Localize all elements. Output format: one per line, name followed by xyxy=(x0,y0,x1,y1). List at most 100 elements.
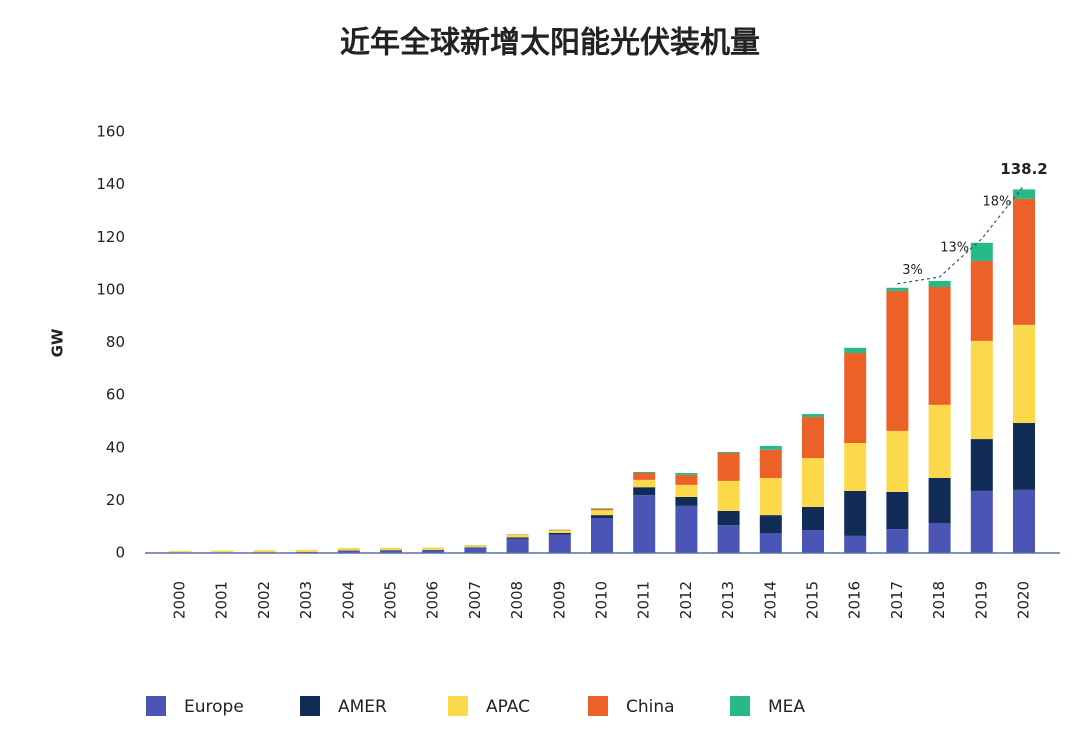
bar-segment xyxy=(253,550,275,552)
bar-segment xyxy=(549,535,571,553)
x-tick-label: 2007 xyxy=(466,581,484,619)
legend-swatch xyxy=(300,696,320,716)
bar-segment xyxy=(591,508,613,509)
x-tick-label: 2011 xyxy=(635,581,653,619)
bar-segment xyxy=(971,439,993,491)
annotation: 13% xyxy=(940,240,969,255)
x-tick-label: 2005 xyxy=(382,581,400,619)
bar-segment xyxy=(422,547,444,549)
bar-segment xyxy=(886,288,908,291)
bar-segment xyxy=(844,443,866,491)
y-tick-label: 160 xyxy=(96,123,125,141)
bar-segment xyxy=(802,507,824,530)
x-tick-label: 2016 xyxy=(846,581,864,619)
bar-segment xyxy=(507,539,529,553)
bar-segment xyxy=(760,515,782,533)
bar-segment xyxy=(802,530,824,553)
bar-segment xyxy=(338,548,360,550)
bar-segment xyxy=(675,506,697,553)
x-tick-label: 2009 xyxy=(550,581,568,619)
bar-segment xyxy=(211,551,233,553)
legend-swatch xyxy=(448,696,468,716)
bar-segment xyxy=(718,452,740,453)
legend-swatch xyxy=(588,696,608,716)
x-tick-label: 2006 xyxy=(424,581,442,619)
x-tick-label: 2000 xyxy=(171,581,189,619)
bar-segment xyxy=(929,281,951,287)
bar-segment xyxy=(549,530,571,533)
x-tick-label: 2012 xyxy=(677,581,695,619)
y-tick-label: 60 xyxy=(106,386,125,404)
bar-segment xyxy=(971,491,993,553)
y-tick-label: 20 xyxy=(106,491,125,509)
x-tick-label: 2008 xyxy=(508,581,526,619)
annotation: 138.2 xyxy=(1000,160,1047,178)
x-tick-label: 2002 xyxy=(255,581,273,619)
bar-segment xyxy=(760,533,782,553)
legend-swatch xyxy=(146,696,166,716)
bar-segment xyxy=(591,509,613,510)
bar-segment xyxy=(549,530,571,531)
bar-segment xyxy=(675,475,697,485)
legend-label: MEA xyxy=(768,697,805,717)
bar-segment xyxy=(971,261,993,341)
y-tick-label: 40 xyxy=(106,438,125,456)
bar-segment xyxy=(633,487,655,495)
bar-segment xyxy=(422,550,444,551)
bar-segment xyxy=(844,491,866,536)
x-tick-label: 2020 xyxy=(1015,581,1033,619)
bar-segment xyxy=(675,485,697,497)
legend-label: APAC xyxy=(486,697,530,717)
y-tick-label: 120 xyxy=(96,228,125,246)
legend-label: AMER xyxy=(338,697,387,717)
bar-segment xyxy=(591,515,613,518)
bar-segment xyxy=(380,548,402,550)
bar-segment xyxy=(844,348,866,353)
x-tick-label: 2004 xyxy=(339,581,357,619)
y-tick-label: 140 xyxy=(96,175,125,193)
x-tick-label: 2017 xyxy=(888,581,906,619)
bar-segment xyxy=(633,472,655,473)
bar-segment xyxy=(886,529,908,553)
bar-segment xyxy=(675,497,697,506)
bar-segment xyxy=(1013,490,1035,553)
bar-segment xyxy=(929,405,951,478)
x-tick-label: 2013 xyxy=(719,581,737,619)
bar-segment xyxy=(169,551,191,553)
bar-segment xyxy=(886,291,908,431)
legend-label: Europe xyxy=(184,697,244,717)
bar-segment xyxy=(886,431,908,492)
bar-segment xyxy=(507,537,529,538)
annotation: 3% xyxy=(902,263,923,278)
x-tick-label: 2010 xyxy=(593,581,611,619)
x-tick-label: 2015 xyxy=(804,581,822,619)
bar-segment xyxy=(929,478,951,523)
bar-segment xyxy=(633,495,655,553)
bar-segment xyxy=(464,547,486,548)
bar-segment xyxy=(802,414,824,417)
bar-segment xyxy=(464,545,486,547)
bar-segment xyxy=(971,341,993,439)
bar-segment xyxy=(718,453,740,481)
bar-segment xyxy=(971,243,993,261)
bar-segment xyxy=(760,450,782,478)
bar-segment xyxy=(844,353,866,443)
annotation: 18% xyxy=(982,195,1011,210)
bar-segment xyxy=(1013,199,1035,325)
bar-segment xyxy=(591,510,613,515)
y-tick-label: 100 xyxy=(96,280,125,298)
x-tick-label: 2019 xyxy=(972,581,990,619)
bar-segment xyxy=(507,535,529,538)
y-tick-label: 0 xyxy=(115,544,125,562)
bar-segment xyxy=(718,481,740,511)
bar-segment xyxy=(1013,423,1035,490)
bar-segment xyxy=(549,533,571,535)
bar-segment xyxy=(760,478,782,515)
bar-segment xyxy=(296,550,318,552)
bar-segment xyxy=(591,518,613,553)
bar-segment xyxy=(633,473,655,480)
bar-segment xyxy=(718,511,740,525)
bar-segment xyxy=(802,417,824,458)
y-axis-label: GW xyxy=(49,328,67,357)
